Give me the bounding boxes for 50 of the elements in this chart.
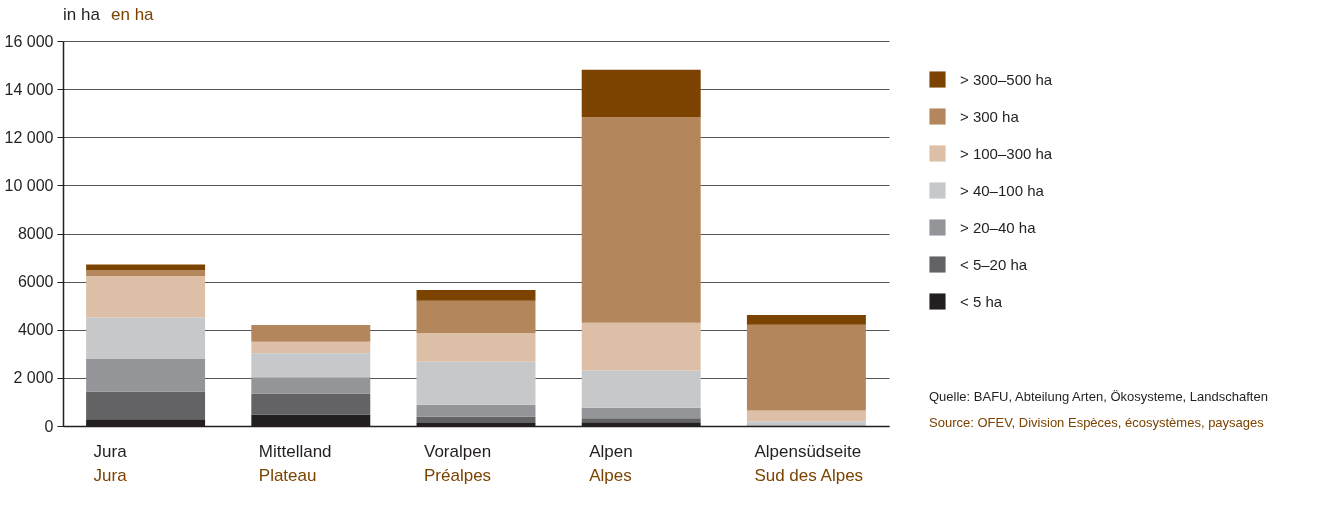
legend-label: < 5 ha (960, 292, 1003, 310)
bar (86, 317, 206, 360)
bar (581, 322, 701, 371)
bar (416, 361, 536, 405)
y-tick-label: 8000 (17, 225, 54, 242)
category-label: Alpensüdseite Sud des Alpes (754, 442, 864, 485)
y-tick-label: 12 000 (4, 128, 54, 146)
y-tick-label: 14 000 (4, 80, 54, 98)
legend-label: > 100–300 ha (960, 144, 1053, 162)
bar (251, 324, 371, 342)
category-label: Voralpen Préalpes (424, 442, 492, 485)
legend-label: > 40–100 ha (960, 181, 1045, 199)
legend-label: > 20–40 ha (960, 218, 1037, 236)
bar (251, 377, 371, 394)
category-label: Alpen Alpes (589, 442, 633, 485)
bar (746, 315, 866, 325)
y-tick-label: 0 (44, 417, 54, 435)
y-tick-label: 16 000 (4, 32, 54, 50)
bar (416, 290, 536, 301)
y-tick-label: 2 000 (13, 369, 54, 387)
bar (581, 69, 701, 118)
bar (251, 341, 371, 354)
bar (581, 418, 701, 423)
bar (86, 276, 206, 318)
legend-label: > 300–500 ha (960, 70, 1053, 88)
bar (746, 410, 866, 422)
bar (416, 333, 536, 362)
bar (581, 407, 701, 419)
y-tick-label: 4000 (17, 321, 54, 339)
legend-label: > 300 ha (960, 107, 1020, 125)
category-label: Jura Jura (93, 442, 127, 485)
bar (746, 324, 866, 411)
bar (86, 270, 206, 277)
y-axis-title: in ha en ha (63, 5, 155, 24)
bar (86, 391, 206, 420)
bar (416, 404, 536, 417)
bar (581, 117, 701, 323)
category-label: Mittelland Plateau (258, 442, 332, 485)
source-note: Source: OFEV, Division Espèces, écosystèmes, paysages (929, 415, 1265, 430)
source-note: Quelle: BAFU, Abteilung Arten, Ökosysteme, Landschaften (929, 389, 1268, 404)
bar (416, 416, 536, 424)
bar (86, 359, 206, 392)
legend-label: < 5–20 ha (960, 255, 1028, 273)
bar (251, 393, 371, 415)
bar (416, 300, 536, 334)
bar (581, 370, 701, 408)
y-tick-label: 10 000 (4, 176, 54, 194)
bar (746, 421, 866, 426)
bar (251, 353, 371, 378)
y-tick-label: 6000 (17, 273, 54, 291)
